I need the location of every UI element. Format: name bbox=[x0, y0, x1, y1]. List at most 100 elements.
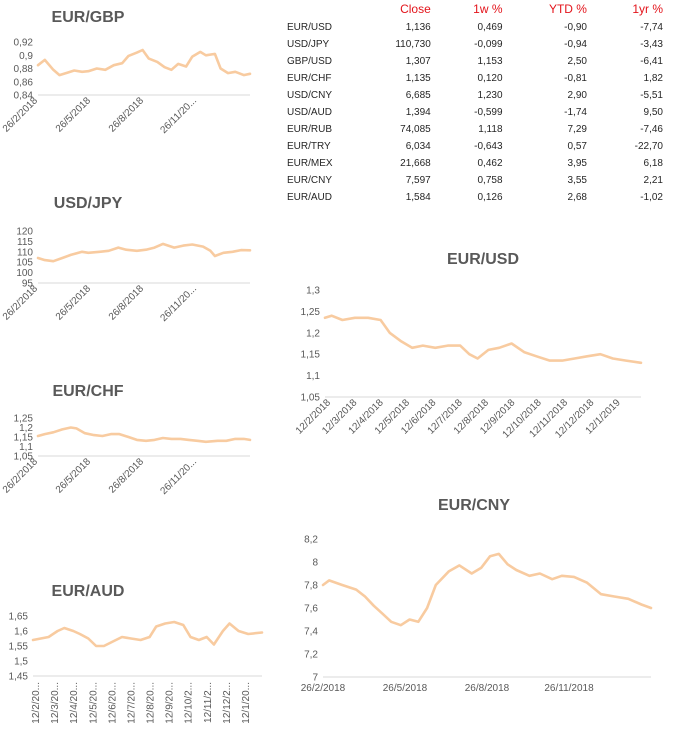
y-tick-label: 7,4 bbox=[304, 627, 318, 638]
chart-eurusd-svg: EUR/USD1,051,11,151,21,251,312/2/201812/… bbox=[294, 251, 643, 441]
cell-yr1: -3,43 bbox=[640, 39, 663, 50]
cell-yr1: -6,41 bbox=[640, 56, 663, 67]
x-tick-label: 12/8/20... bbox=[146, 682, 157, 724]
cell-w1: -0,599 bbox=[474, 107, 503, 118]
series-line bbox=[36, 242, 252, 263]
chart-eurchf: EUR/CHF 1,05 1,1 1,15 1,2 1,25 26/2/2018 26/5/2… bbox=[0, 376, 270, 526]
chart-title: EUR/AUD bbox=[52, 583, 125, 600]
cell-w1: 1,230 bbox=[477, 90, 503, 101]
x-tick-label: 12/9/20... bbox=[165, 682, 176, 724]
cell-w1: -0,099 bbox=[474, 39, 503, 50]
table-row: EUR/CHF 1,135 0,120 -0,81 1,82 bbox=[283, 70, 663, 87]
y-tick-label: 105 bbox=[16, 258, 33, 269]
cell-ytd: 2,50 bbox=[567, 56, 587, 67]
x-tick-label: 12/10/2... bbox=[184, 682, 195, 724]
x-tick-label: 26/8/2018 bbox=[465, 683, 510, 694]
y-tick-label: 1,45 bbox=[9, 672, 29, 683]
chart-title: EUR/USD bbox=[447, 251, 519, 268]
series-line bbox=[323, 314, 643, 365]
cell-pair: EUR/RUB bbox=[287, 124, 333, 135]
series-line bbox=[36, 426, 252, 444]
cell-pair: EUR/AUD bbox=[287, 192, 333, 203]
x-tick-label: 26/5/2018 bbox=[54, 95, 94, 135]
x-tick-label: 26/2/2018 bbox=[1, 283, 41, 323]
cell-close: 6,034 bbox=[405, 141, 431, 152]
cell-pair: EUR/USD bbox=[287, 22, 333, 33]
chart-eurcny-svg: EUR/CNY 7 7,2 7,4 7,6 7,8 8 8,2 26/2/2018 26/5/20… bbox=[301, 497, 653, 694]
x-tick-label: 26/11/2018 bbox=[544, 683, 594, 694]
cell-ytd: 3,95 bbox=[567, 158, 587, 169]
cell-yr1: -7,46 bbox=[640, 124, 663, 135]
table-row: USD/JPY 110,730 -0,099 -0,94 -3,43 bbox=[283, 36, 663, 53]
cell-ytd: -0,90 bbox=[564, 22, 587, 33]
cell-yr1: 6,18 bbox=[643, 158, 663, 169]
cell-ytd: 3,55 bbox=[567, 175, 587, 186]
cell-yr1: -7,74 bbox=[640, 22, 663, 33]
column-header-1yr: 1yr % bbox=[632, 2, 663, 16]
x-tick-label: 12/3/20... bbox=[50, 682, 61, 724]
cell-ytd: 7,29 bbox=[567, 124, 587, 135]
x-tick-label: 12/6/20... bbox=[107, 682, 118, 724]
y-tick-label: 0,84 bbox=[14, 91, 34, 102]
x-tick-label: 12/5/20... bbox=[88, 682, 99, 724]
cell-close: 74,085 bbox=[400, 124, 431, 135]
cell-w1: 0,758 bbox=[477, 175, 503, 186]
cell-pair: USD/AUD bbox=[287, 107, 333, 118]
y-tick-label: 0,86 bbox=[14, 77, 34, 88]
cell-close: 1,394 bbox=[405, 107, 431, 118]
y-tick-label: 1,1 bbox=[19, 442, 33, 453]
y-tick-label: 110 bbox=[17, 247, 33, 258]
cell-yr1: 1,82 bbox=[643, 73, 663, 84]
x-tick-label: 12/12/2... bbox=[222, 682, 233, 724]
y-tick-label: 120 bbox=[16, 227, 33, 238]
x-tick-label: 26/8/2018 bbox=[107, 283, 147, 323]
cell-w1: 0,462 bbox=[477, 158, 503, 169]
y-tick-label: 1,65 bbox=[9, 612, 29, 623]
chart-euraud: EUR/AUD 1,45 1,5 1,55 1,6 1,65 12/2/20... 12/3/… bbox=[0, 574, 270, 756]
y-tick-label: 100 bbox=[16, 268, 33, 279]
x-tick-label: 12/11/2... bbox=[203, 682, 214, 723]
y-tick-label: 0,9 bbox=[19, 51, 33, 62]
y-tick-label: 1,1 bbox=[306, 371, 320, 382]
cell-pair: USD/CNY bbox=[287, 90, 333, 101]
chart-title: EUR/CNY bbox=[438, 497, 510, 514]
y-tick-label: 1,2 bbox=[306, 328, 320, 339]
cell-close: 1,584 bbox=[405, 192, 431, 203]
cell-yr1: -1,02 bbox=[640, 192, 663, 203]
table-row: EUR/MEX 21,668 0,462 3,95 6,18 bbox=[283, 155, 663, 172]
table-row: GBP/USD 1,307 1,153 2,50 -6,41 bbox=[283, 53, 663, 70]
y-tick-label: 1,15 bbox=[14, 433, 34, 444]
cell-pair: EUR/MEX bbox=[287, 158, 333, 169]
y-tick-label: 0,88 bbox=[14, 64, 34, 75]
chart-eurgbp: EUR/GBP 0,84 0,86 0,88 0,9 0,92 26/2/2018 26/5/… bbox=[0, 0, 270, 150]
chart-title: USD/JPY bbox=[54, 195, 123, 212]
x-tick-label: 26/11/20... bbox=[158, 456, 199, 497]
cell-close: 6,685 bbox=[405, 90, 431, 101]
cell-w1: 0,120 bbox=[477, 73, 503, 84]
column-header-ytd: YTD % bbox=[548, 2, 587, 16]
chart-euraud-svg: EUR/AUD 1,45 1,5 1,55 1,6 1,65 12/2/20... 12/3/… bbox=[9, 583, 264, 724]
table-row: EUR/AUD 1,584 0,126 2,68 -1,02 bbox=[283, 189, 663, 206]
chart-usdjpy: USD/JPY 95 100 105 110 115 120 26/2/2018 26/5/20… bbox=[0, 188, 270, 348]
table-row: EUR/CNY 7,597 0,758 3,55 2,21 bbox=[283, 172, 663, 189]
x-tick-label: 12/1/20... bbox=[241, 682, 252, 724]
y-tick-label: 7,8 bbox=[304, 581, 318, 592]
x-tick-label: 26/8/2018 bbox=[107, 95, 147, 135]
cell-close: 1,307 bbox=[405, 56, 431, 67]
x-tick-label: 26/2/2018 bbox=[301, 683, 346, 694]
table-row: EUR/USD 1,136 0,469 -0,90 -7,74 bbox=[283, 19, 663, 36]
cell-ytd: -1,74 bbox=[564, 107, 587, 118]
x-tick-label: 26/8/2018 bbox=[107, 456, 147, 496]
chart-title: EUR/GBP bbox=[52, 9, 125, 26]
y-tick-label: 8,2 bbox=[304, 535, 318, 546]
cell-pair: EUR/CNY bbox=[287, 175, 333, 186]
cell-w1: -0,643 bbox=[474, 141, 503, 152]
y-tick-label: 1,5 bbox=[14, 657, 28, 668]
cell-yr1: -22,70 bbox=[634, 141, 663, 152]
chart-eurusd: EUR/USD 1,05 1,1 1,15 1,2 1,25 1,3 12/2/2018 12/… bbox=[283, 240, 683, 480]
y-tick-label: 115 bbox=[17, 237, 33, 248]
cell-pair: GBP/USD bbox=[287, 56, 333, 67]
